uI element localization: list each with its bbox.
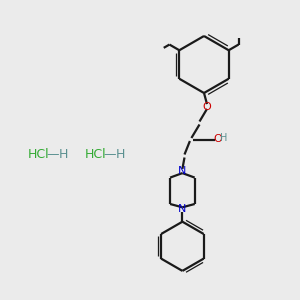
Text: —: — [103, 148, 116, 161]
Text: HCl: HCl [28, 148, 50, 161]
Text: N: N [178, 204, 187, 214]
Text: N: N [178, 166, 187, 176]
Text: —: — [46, 148, 59, 161]
Text: H: H [116, 148, 126, 161]
Text: O: O [202, 101, 211, 112]
Text: H: H [220, 133, 228, 143]
Text: O: O [214, 134, 223, 145]
Text: HCl: HCl [85, 148, 107, 161]
Text: H: H [59, 148, 69, 161]
